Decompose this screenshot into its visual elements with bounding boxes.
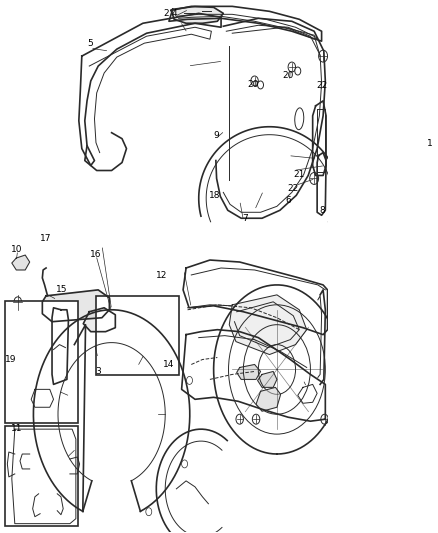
Text: 19: 19: [5, 355, 17, 364]
Text: 14: 14: [163, 360, 175, 369]
Text: 15: 15: [56, 285, 67, 294]
Circle shape: [310, 173, 318, 184]
Text: 6: 6: [285, 196, 291, 205]
Polygon shape: [229, 295, 307, 354]
Text: 17: 17: [40, 233, 52, 243]
Polygon shape: [12, 429, 76, 523]
Polygon shape: [237, 365, 261, 379]
Text: 22: 22: [317, 82, 328, 91]
Polygon shape: [52, 308, 68, 384]
Text: 1: 1: [427, 139, 432, 148]
Text: 3: 3: [95, 367, 101, 376]
Circle shape: [57, 495, 62, 503]
Circle shape: [146, 508, 152, 516]
Circle shape: [288, 62, 296, 72]
Polygon shape: [42, 290, 110, 322]
Circle shape: [14, 297, 21, 307]
Circle shape: [60, 322, 67, 330]
Circle shape: [182, 460, 187, 468]
Circle shape: [321, 414, 328, 424]
Text: 16: 16: [90, 249, 102, 259]
Bar: [5, 301, 78, 423]
Circle shape: [27, 410, 33, 418]
Circle shape: [258, 81, 264, 89]
Ellipse shape: [42, 461, 57, 481]
Circle shape: [295, 67, 301, 75]
Text: 20: 20: [283, 71, 294, 80]
Text: 22: 22: [288, 184, 299, 193]
Text: 11: 11: [11, 424, 23, 433]
Bar: [5, 425, 78, 526]
Text: 20: 20: [247, 80, 259, 90]
Circle shape: [187, 376, 192, 384]
Text: 2: 2: [163, 9, 169, 18]
Text: 21: 21: [293, 170, 305, 179]
Circle shape: [134, 306, 140, 314]
Text: 8: 8: [319, 206, 325, 215]
Text: 5: 5: [87, 39, 93, 47]
Ellipse shape: [31, 447, 68, 495]
Polygon shape: [83, 308, 115, 332]
Polygon shape: [12, 255, 30, 270]
Circle shape: [251, 76, 258, 86]
Ellipse shape: [37, 454, 63, 488]
Bar: [96, 296, 179, 375]
Text: 10: 10: [11, 245, 23, 254]
Ellipse shape: [295, 108, 304, 130]
Text: 4: 4: [171, 9, 177, 18]
Text: 9: 9: [213, 131, 219, 140]
Circle shape: [318, 50, 328, 62]
Circle shape: [252, 414, 260, 424]
Text: 18: 18: [209, 191, 221, 200]
Text: 7: 7: [242, 214, 248, 223]
Circle shape: [236, 414, 244, 424]
Polygon shape: [258, 372, 277, 387]
Text: 12: 12: [156, 271, 167, 280]
Polygon shape: [171, 6, 223, 23]
Polygon shape: [256, 387, 281, 411]
